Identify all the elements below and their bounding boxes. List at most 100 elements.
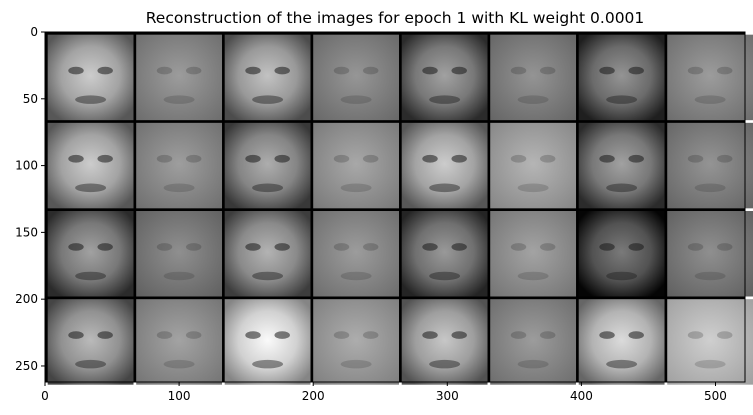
tile-eye-right	[451, 331, 467, 339]
tile-eye-left	[68, 331, 84, 339]
tile-eye-left	[333, 331, 350, 339]
tile-face	[224, 122, 311, 209]
tile-face	[224, 299, 311, 385]
tile-mouth	[252, 183, 284, 193]
tile-mouth	[75, 183, 107, 193]
image-tile-reconstruction	[313, 299, 400, 385]
tile-eye-right	[362, 154, 379, 163]
tile-eye-left	[245, 66, 261, 75]
tile-eye-left	[422, 243, 438, 251]
y-tick-label: 150	[15, 225, 38, 239]
tile-eye-right	[717, 154, 733, 163]
tile-eye-left	[599, 243, 615, 251]
image-tile-original	[47, 122, 134, 209]
tile-eye-right	[539, 331, 556, 339]
tile-mouth	[694, 359, 726, 369]
tile-face	[224, 34, 311, 121]
image-tile-reconstruction	[136, 299, 223, 385]
y-tick-label: 250	[15, 359, 38, 373]
tile-mouth	[340, 271, 372, 281]
image-tile-original	[224, 122, 311, 209]
tile-mouth	[75, 271, 107, 281]
tile-eye-right	[97, 66, 113, 75]
image-tile-reconstruction	[667, 299, 753, 385]
tile-eye-right	[97, 331, 113, 339]
tile-face	[47, 299, 134, 385]
tile-mouth	[163, 359, 195, 369]
image-tile-original	[47, 211, 134, 297]
tile-mouth	[517, 359, 549, 369]
tile-eye-left	[156, 154, 173, 163]
tile-face	[401, 211, 488, 297]
tile-mouth	[252, 95, 284, 104]
tile-eye-right	[185, 331, 202, 339]
tile-eye-right	[185, 66, 202, 75]
tile-face	[47, 211, 134, 297]
tile-face	[136, 122, 223, 209]
tile-eye-right	[539, 66, 556, 75]
image-tile-reconstruction	[490, 299, 577, 385]
tile-eye-right	[97, 154, 113, 163]
tile-mouth	[75, 359, 107, 369]
tile-mouth	[694, 271, 726, 281]
tile-mouth	[694, 183, 726, 193]
tile-eye-left	[687, 331, 704, 339]
tile-eye-left	[68, 243, 84, 251]
image-tile-reconstruction	[490, 211, 577, 297]
tile-eye-left	[245, 331, 261, 339]
tile-mouth	[517, 271, 549, 281]
tile-face	[401, 299, 488, 385]
tile-face	[401, 34, 488, 121]
tile-face	[667, 34, 753, 121]
tile-eye-right	[362, 66, 379, 75]
tile-mouth	[694, 95, 726, 104]
image-tile-reconstruction	[313, 34, 400, 121]
tile-eye-left	[333, 66, 350, 75]
image-tile-reconstruction	[490, 34, 577, 121]
tile-eye-left	[156, 66, 173, 75]
x-tick-label: 0	[41, 389, 49, 403]
tile-eye-left	[687, 243, 704, 251]
tile-face	[490, 122, 577, 209]
image-tile-original	[47, 34, 134, 121]
tile-eye-left	[245, 243, 261, 251]
tile-face	[667, 211, 753, 297]
x-axis: 0 100 200 300 400 500	[41, 382, 727, 403]
tile-eye-right	[185, 243, 202, 251]
x-tick-label: 100	[168, 389, 191, 403]
image-tile-reconstruction	[136, 122, 223, 209]
tile-eye-left	[687, 66, 704, 75]
y-tick-label: 0	[30, 25, 38, 39]
tile-eye-left	[68, 66, 84, 75]
image-tile-reconstruction	[313, 122, 400, 209]
tile-eye-right	[628, 66, 644, 75]
tile-face	[667, 122, 753, 209]
tile-eye-right	[628, 331, 644, 339]
tile-eye-right	[274, 331, 290, 339]
tile-eye-left	[245, 154, 261, 163]
tile-eye-left	[510, 331, 527, 339]
tile-mouth	[429, 183, 461, 193]
image-tile-original	[401, 299, 488, 385]
tile-face	[313, 299, 400, 385]
tile-face	[490, 211, 577, 297]
tile-eye-right	[362, 243, 379, 251]
tile-face	[47, 122, 134, 209]
tile-mouth	[429, 359, 461, 369]
tile-eye-right	[274, 66, 290, 75]
image-tile-original	[224, 34, 311, 121]
tile-eye-left	[599, 331, 615, 339]
tile-eye-right	[185, 154, 202, 163]
image-tile-reconstruction	[136, 34, 223, 121]
tile-face	[667, 299, 753, 385]
tile-mouth	[340, 183, 372, 193]
y-axis: 0 50 100 150 200 250	[15, 25, 45, 373]
tile-eye-right	[274, 154, 290, 163]
tile-face	[136, 299, 223, 385]
image-tile-reconstruction	[136, 211, 223, 297]
tile-mouth	[252, 359, 284, 369]
tile-mouth	[606, 271, 638, 281]
tile-mouth	[429, 95, 461, 104]
tile-eye-left	[599, 66, 615, 75]
